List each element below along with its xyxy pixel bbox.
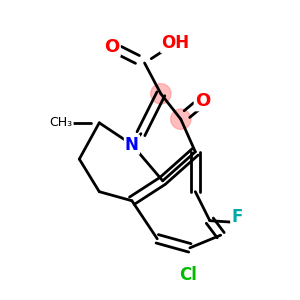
Text: CH₃: CH₃ — [50, 116, 73, 129]
Circle shape — [151, 84, 171, 104]
Circle shape — [171, 109, 191, 129]
Text: O: O — [195, 92, 210, 110]
Text: OH: OH — [161, 34, 189, 52]
Text: N: N — [125, 136, 139, 154]
Text: F: F — [231, 208, 243, 226]
Text: Cl: Cl — [179, 266, 197, 284]
Text: O: O — [104, 38, 120, 56]
